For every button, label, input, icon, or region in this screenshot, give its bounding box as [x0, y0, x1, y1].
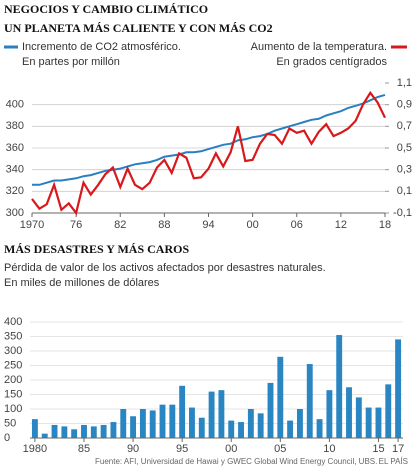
x-tick-label: 00 [225, 443, 237, 455]
y2-tick-label: 1,1 [397, 77, 412, 89]
bar [395, 339, 402, 438]
bar [375, 407, 382, 438]
x-tick-label: 82 [114, 219, 126, 231]
y-tick-label: 350 [4, 330, 22, 342]
bar [139, 409, 146, 438]
legend-label: Aumento de la temperatura. [251, 41, 387, 53]
y-tick-label: 400 [4, 316, 22, 328]
x-tick-label: 85 [78, 443, 90, 455]
y-tick-label: 340 [6, 164, 24, 176]
y-tick-label: 300 [6, 207, 24, 219]
x-tick-label: 88 [158, 219, 170, 231]
chart-title: UN PLANETA MÁS CALIENTE Y CON MÁS CO2 [4, 21, 273, 35]
bar [228, 420, 235, 438]
series-line [31, 90, 386, 216]
series-line [32, 93, 386, 186]
y2-tick-label: 0,1 [397, 185, 412, 197]
y-tick-label: 100 [4, 403, 22, 415]
bar [346, 387, 352, 438]
bar [247, 409, 254, 438]
bar [198, 417, 205, 438]
bar [306, 364, 313, 438]
x-tick-label: 18 [379, 219, 391, 231]
x-tick-label: 06 [291, 219, 303, 231]
bar [61, 426, 68, 438]
source: Fuente: AFI, Universidad de Hawai y GWEC… [95, 457, 377, 466]
bar [287, 420, 294, 438]
legend-label: Incremento de CO2 atmosférico. [22, 41, 181, 53]
header: NEGOCIOS Y CAMBIO CLIMÁTICO [4, 2, 208, 16]
x-tick-label: 95 [176, 443, 188, 455]
y2-tick-label: 0,7 [397, 120, 412, 132]
bar [130, 416, 137, 438]
bar [90, 426, 97, 438]
bar [326, 390, 333, 438]
bar [41, 433, 48, 438]
bar [31, 419, 38, 438]
x-tick-label: 1970 [20, 219, 44, 231]
chart-title: MÁS DESASTRES Y MÁS CAROS [4, 242, 189, 256]
y-tick-label: 400 [6, 99, 24, 111]
y-tick-label: 150 [4, 388, 22, 400]
y-tick-label: 250 [4, 359, 22, 371]
bar [365, 407, 372, 438]
chart-subtitle: Pérdida de valor de los activos afectado… [4, 262, 326, 274]
bar [296, 409, 303, 438]
bar [110, 422, 117, 438]
x-tick-label: 12 [335, 219, 347, 231]
legend-unit: En grados centígrados [276, 56, 387, 68]
bar [189, 407, 195, 438]
credit: EL PAÍS [379, 457, 408, 466]
bar [336, 335, 343, 438]
y2-tick-label: 0,9 [397, 99, 412, 111]
bar [71, 429, 78, 438]
bar [81, 424, 87, 438]
bar [149, 410, 156, 438]
x-tick-label: 05 [274, 443, 286, 455]
bar [257, 413, 264, 438]
bar [208, 391, 215, 438]
x-tick-label: 15 [372, 443, 384, 455]
y-tick-label: 0 [4, 432, 10, 444]
x-tick-label: 90 [127, 443, 139, 455]
bar [51, 424, 58, 438]
y-tick-label: 50 [4, 417, 16, 429]
bar [120, 409, 127, 438]
bar [100, 424, 107, 438]
bar [179, 385, 186, 438]
y-tick-label: 200 [4, 374, 22, 386]
y2-tick-label: -0,1 [393, 207, 412, 219]
y-tick-label: 320 [6, 185, 24, 197]
x-tick-label: 17 [392, 443, 404, 455]
chart-unit: En miles de millones de dólares [4, 277, 160, 289]
x-tick-label: 10 [323, 443, 335, 455]
legend-unit: En partes por millón [22, 56, 120, 68]
y-tick-label: 300 [4, 345, 22, 357]
bar [385, 384, 392, 438]
x-tick-label: 00 [247, 219, 259, 231]
x-tick-label: 94 [202, 219, 214, 231]
y2-tick-label: 0,5 [397, 142, 412, 154]
x-tick-label: 1980 [23, 443, 47, 455]
bar [355, 397, 362, 438]
bar [159, 404, 166, 438]
bar [277, 356, 284, 438]
bar [316, 419, 323, 438]
bar [218, 390, 225, 438]
y2-tick-label: 0,3 [397, 164, 412, 176]
x-tick-label: 76 [70, 219, 82, 231]
y-tick-label: 380 [6, 120, 24, 132]
bar [169, 404, 176, 438]
bar [267, 382, 274, 438]
bar [238, 422, 244, 438]
y-tick-label: 360 [6, 142, 24, 154]
